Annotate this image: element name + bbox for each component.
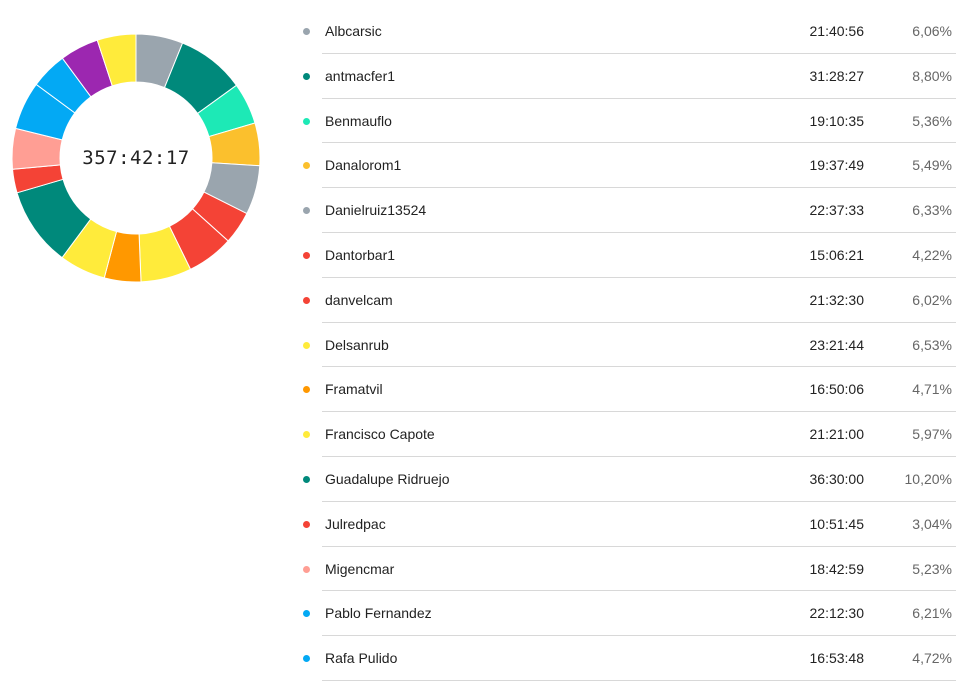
- legend-percent: 5,49%: [912, 157, 952, 174]
- legend-name: Framatvil: [325, 381, 383, 398]
- legend-row: Migencmar 18:42:59 5,23%: [300, 547, 956, 592]
- total-time-label: 357:42:17: [82, 147, 190, 169]
- legend-percent: 4,72%: [912, 650, 952, 667]
- legend-time: 22:37:33: [809, 202, 865, 219]
- row-divider: [322, 590, 956, 592]
- legend-color-dot: [303, 117, 310, 125]
- legend-time: 15:06:21: [809, 246, 865, 263]
- legend-name: Danielruiz13524: [325, 202, 427, 219]
- legend-time: 16:53:48: [809, 650, 865, 667]
- legend-percent: 4,71%: [912, 381, 952, 398]
- legend-time: 21:21:00: [809, 426, 865, 443]
- legend-color-dot: [303, 431, 310, 439]
- legend-time: 19:37:49: [809, 157, 865, 174]
- legend-row: Julredpac 10:51:45 3,04%: [300, 502, 956, 547]
- legend-name: Danalorom1: [325, 157, 402, 174]
- row-divider: [322, 52, 956, 54]
- legend-row: Guadalupe Ridruejo 36:30:00 10,20%: [300, 457, 956, 502]
- legend-row: danvelcam 21:32:30 6,02%: [300, 278, 956, 323]
- legend-time: 19:10:35: [809, 112, 865, 129]
- row-divider: [322, 545, 956, 547]
- legend-name: Guadalupe Ridruejo: [325, 470, 450, 487]
- row-divider: [322, 679, 956, 681]
- legend-name: Albcarsic: [325, 23, 382, 39]
- legend-name: danvelcam: [325, 291, 393, 308]
- legend-row: Francisco Capote 21:21:00 5,97%: [300, 412, 956, 457]
- row-divider: [322, 321, 956, 323]
- row-divider: [322, 411, 956, 413]
- legend-percent: 6,02%: [912, 291, 952, 308]
- legend-color-dot: [303, 475, 310, 483]
- legend-color-dot: [303, 610, 310, 618]
- legend-time: 16:50:06: [809, 381, 865, 398]
- legend-percent: 6,21%: [912, 605, 952, 622]
- legend-name: Migencmar: [325, 560, 395, 577]
- legend-time: 22:12:30: [809, 605, 865, 622]
- legend-color-dot: [303, 162, 310, 170]
- legend-name: Benmauflo: [325, 112, 392, 129]
- row-divider: [322, 366, 956, 368]
- legend-name: Dantorbar1: [325, 246, 396, 263]
- row-divider: [322, 187, 956, 189]
- legend-percent: 4,22%: [912, 246, 952, 263]
- row-divider: [322, 97, 956, 99]
- legend-name: Pablo Fernandez: [325, 605, 432, 622]
- donut-svg: [11, 33, 261, 283]
- legend-name: Julredpac: [325, 515, 386, 532]
- legend-percent: 5,36%: [912, 112, 952, 129]
- legend-name: Francisco Capote: [325, 426, 435, 443]
- legend-row: Danalorom1 19:37:49 5,49%: [300, 143, 956, 189]
- legend-time: 18:42:59: [809, 560, 865, 577]
- legend-row: Rafa Pulido 16:53:48 4,72%: [300, 636, 956, 681]
- legend-row: antmacfer1 31:28:27 8,80%: [300, 54, 956, 99]
- row-divider: [322, 276, 956, 278]
- legend-color-dot: [303, 341, 310, 349]
- row-divider: [322, 231, 956, 233]
- legend-color-dot: [303, 72, 310, 80]
- row-divider: [322, 635, 956, 637]
- legend-color-dot: [303, 565, 310, 573]
- legend-percent: 3,04%: [912, 515, 952, 532]
- legend-percent: 5,97%: [912, 426, 952, 443]
- legend-time: 36:30:00: [809, 470, 865, 487]
- legend-row: Framatvil 16:50:06 4,71%: [300, 367, 956, 413]
- row-divider: [322, 142, 956, 144]
- legend-color-dot: [303, 251, 310, 259]
- legend-row: Benmauflo 19:10:35 5,36%: [300, 99, 956, 144]
- legend-time: 31:28:27: [809, 67, 865, 84]
- legend-color-dot: [303, 655, 310, 663]
- legend-row: Delsanrub 23:21:44 6,53%: [300, 323, 956, 368]
- row-divider: [322, 500, 956, 502]
- legend-percent: 6,06%: [912, 23, 952, 39]
- legend-row: Danielruiz13524 22:37:33 6,33%: [300, 188, 956, 233]
- legend-percent: 6,53%: [912, 336, 952, 353]
- legend-time: 21:40:56: [809, 23, 865, 39]
- legend-list: Albcarsic 21:40:56 6,06% antmacfer1 31:28:27…: [300, 9, 956, 681]
- legend-percent: 5,23%: [912, 560, 952, 577]
- legend-name: Delsanrub: [325, 336, 389, 353]
- legend-percent: 10,20%: [904, 470, 952, 487]
- legend-color-dot: [303, 520, 310, 528]
- legend-color-dot: [303, 386, 310, 394]
- legend-row: Dantorbar1 15:06:21 4,22%: [300, 233, 956, 278]
- legend-row: Albcarsic 21:40:56 6,06%: [300, 9, 956, 54]
- legend-percent: 6,33%: [912, 202, 952, 219]
- legend-percent: 8,80%: [912, 67, 952, 84]
- legend-row: Pablo Fernandez 22:12:30 6,21%: [300, 591, 956, 637]
- legend-time: 21:32:30: [809, 291, 865, 308]
- legend-time: 23:21:44: [809, 336, 865, 353]
- legend-color-dot: [303, 28, 310, 35]
- row-divider: [322, 455, 956, 457]
- legend-time: 10:51:45: [809, 515, 865, 532]
- legend-color-dot: [303, 207, 310, 215]
- donut-slice: [96, 33, 137, 87]
- legend-name: antmacfer1: [325, 67, 396, 84]
- legend-color-dot: [303, 296, 310, 304]
- legend-name: Rafa Pulido: [325, 650, 398, 667]
- donut-chart: 357:42:17: [8, 30, 264, 286]
